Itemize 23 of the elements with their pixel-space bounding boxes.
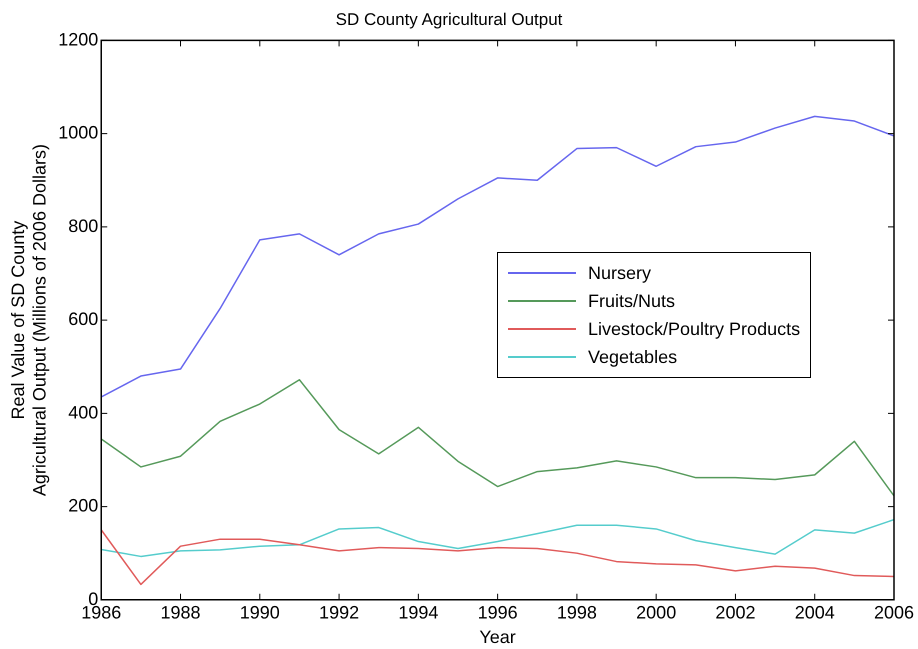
x-tick-label: 1998 (556, 602, 597, 623)
x-tick-label: 2006 (874, 602, 914, 623)
x-tick-label: 2004 (794, 602, 835, 623)
y-tick-label: 200 (68, 496, 98, 516)
x-tick-label: 1992 (319, 602, 360, 623)
legend-label: Nursery (588, 262, 652, 285)
x-tick-label: 2000 (636, 602, 676, 623)
x-tick-label: 1996 (478, 602, 518, 623)
x-tick-label: 1990 (240, 602, 280, 623)
y-tick-label: 1200 (58, 29, 98, 50)
y-tick-label: 600 (68, 309, 98, 330)
legend-label: Vegetables (588, 346, 678, 369)
legend-label: Livestock/Poultry Products (588, 318, 800, 341)
y-tick-label: 400 (68, 402, 98, 422)
y-tick-label: 800 (68, 216, 98, 236)
x-tick-label: 1988 (160, 602, 201, 623)
x-axis-title: Year (479, 627, 516, 648)
y-axis-title: Real Value of SD County Agricultural Output (Millions of 2006 Dollars) (8, 144, 50, 496)
legend-label: Fruits/Nuts (588, 290, 676, 313)
x-tick-label: 2002 (715, 602, 756, 623)
x-tick-label: 1994 (398, 602, 438, 623)
chart-title: SD County Agricultural Output (336, 10, 563, 29)
y-tick-label: 1000 (58, 122, 98, 143)
